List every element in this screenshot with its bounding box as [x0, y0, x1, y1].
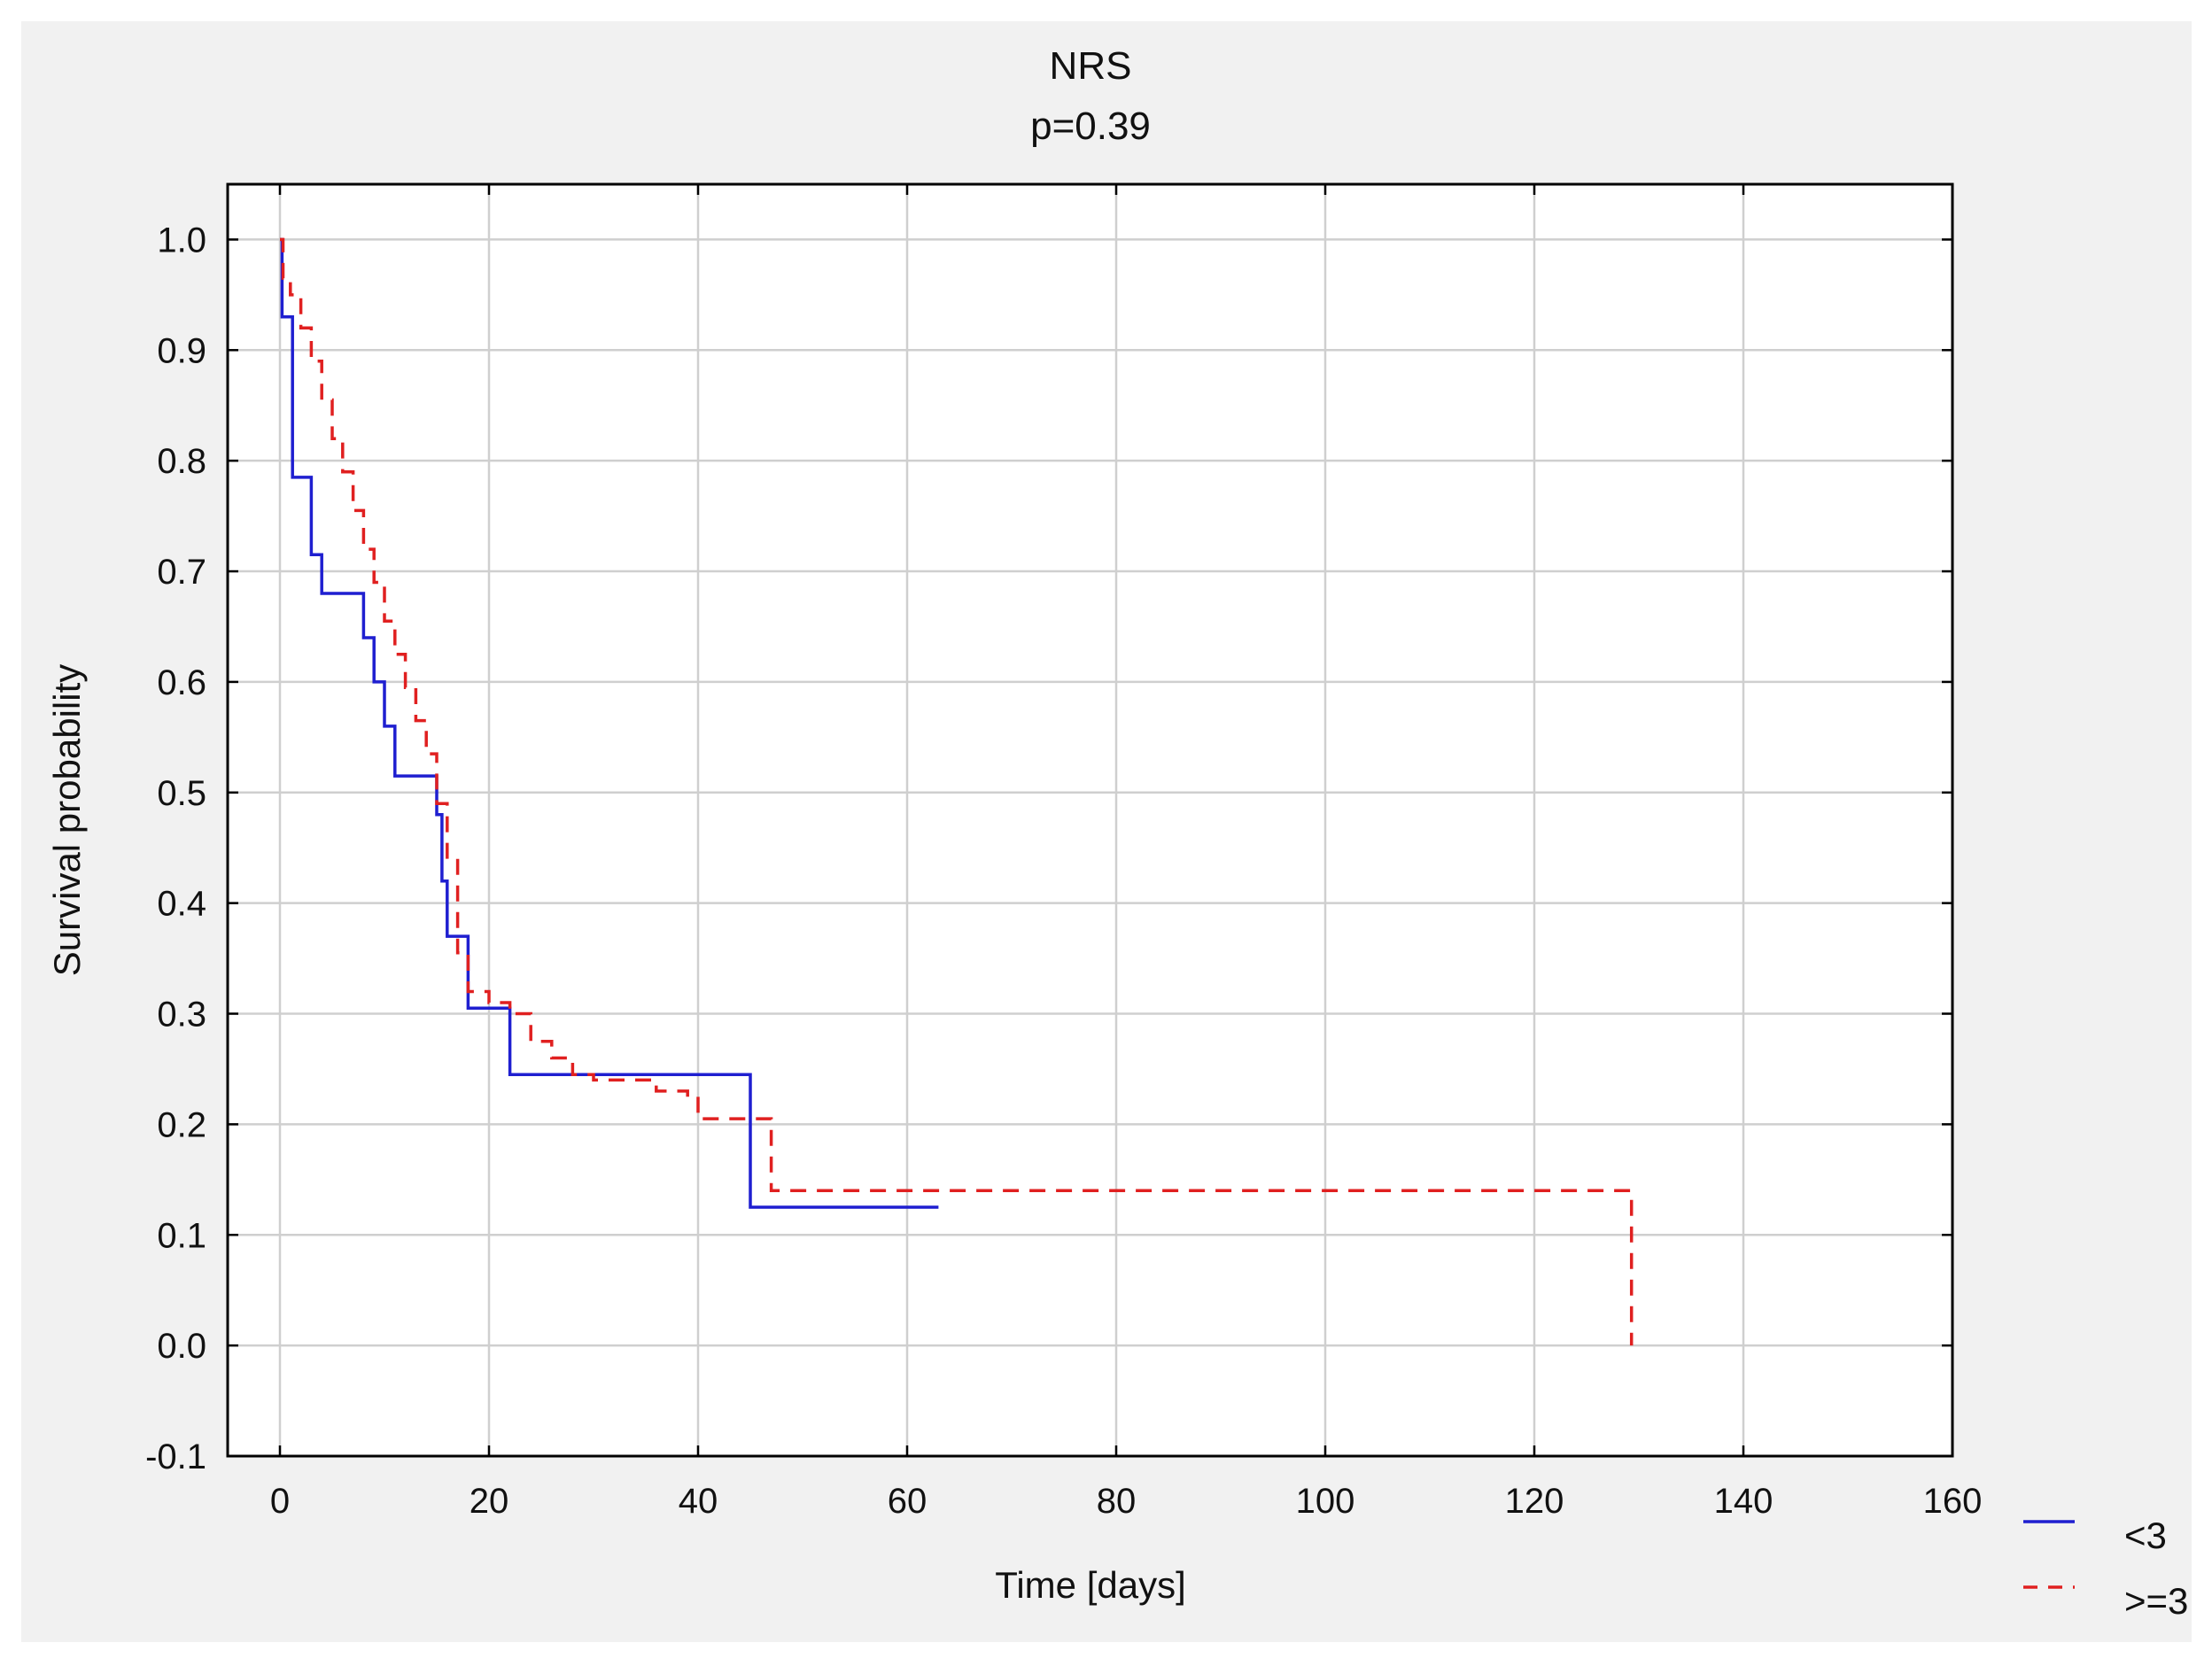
grid-lines	[228, 184, 1954, 1458]
x-tick-label: 60	[888, 1482, 927, 1521]
x-tick-label: 160	[1923, 1482, 1983, 1521]
x-tick-label: 40	[679, 1482, 718, 1521]
x-tick-label: 140	[1714, 1482, 1773, 1521]
y-tick-label: 0.1	[157, 1216, 206, 1255]
x-tick-label: 0	[270, 1482, 290, 1521]
chart-title: NRS	[1050, 44, 1132, 88]
legend-label-1: <3	[2124, 1515, 2167, 1556]
series-lines	[280, 237, 1634, 1346]
y-tick-label: 0.9	[157, 331, 206, 370]
y-tick-label: 0.7	[157, 553, 206, 592]
x-tick-label: 80	[1097, 1482, 1137, 1521]
x-axis-label: Time [days]	[995, 1564, 1186, 1606]
y-tick-label: 0.5	[157, 774, 206, 813]
legend: <3 >=3	[2023, 1515, 2188, 1622]
x-tick-label: 20	[470, 1482, 509, 1521]
chart-subtitle: p=0.39	[1030, 105, 1151, 148]
y-tick-label: 0.8	[157, 442, 206, 481]
plot-border	[226, 182, 1954, 1458]
legend-label-2: >=3	[2124, 1580, 2188, 1622]
x-tick-label: 120	[1505, 1482, 1564, 1521]
series-line-1	[280, 237, 939, 1209]
y-tick-label: 1.0	[157, 221, 206, 260]
y-axis-label: Survival probability	[46, 664, 88, 977]
x-tick-labels: 0 20 40 60 80 100 120 140 160	[270, 1482, 1983, 1521]
y-tick-labels: -0.1 0.0 0.1 0.2 0.3 0.4 0.5 0.6 0.7 0.8 0.9 1.0	[145, 221, 206, 1476]
y-tick-label: -0.1	[145, 1437, 206, 1476]
x-tick-label: 100	[1296, 1482, 1355, 1521]
y-tick-label: 0.6	[157, 663, 206, 702]
y-tick-label: 0.4	[157, 885, 206, 924]
plot-area	[228, 184, 1952, 1456]
y-tick-label: 0.2	[157, 1105, 206, 1144]
chart-frame: NRS p=0.39 0 20 40 60 80 100 120 140 160 -0.1 0.0…	[21, 21, 2192, 1642]
y-tick-label: 0.0	[157, 1327, 206, 1366]
y-tick-label: 0.3	[157, 996, 206, 1034]
series-line-2	[280, 237, 1634, 1346]
chart-svg: NRS p=0.39 0 20 40 60 80 100 120 140 160 -0.1 0.0…	[46, 44, 2188, 1622]
